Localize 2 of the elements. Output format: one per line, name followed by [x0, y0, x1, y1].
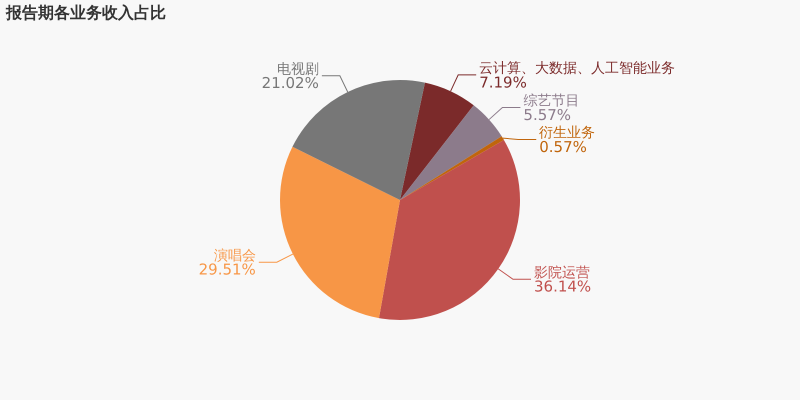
slice-label: 云计算、大数据、人工智能业务 [479, 60, 676, 77]
chart-title: 报告期各业务收入占比 [6, 3, 166, 24]
